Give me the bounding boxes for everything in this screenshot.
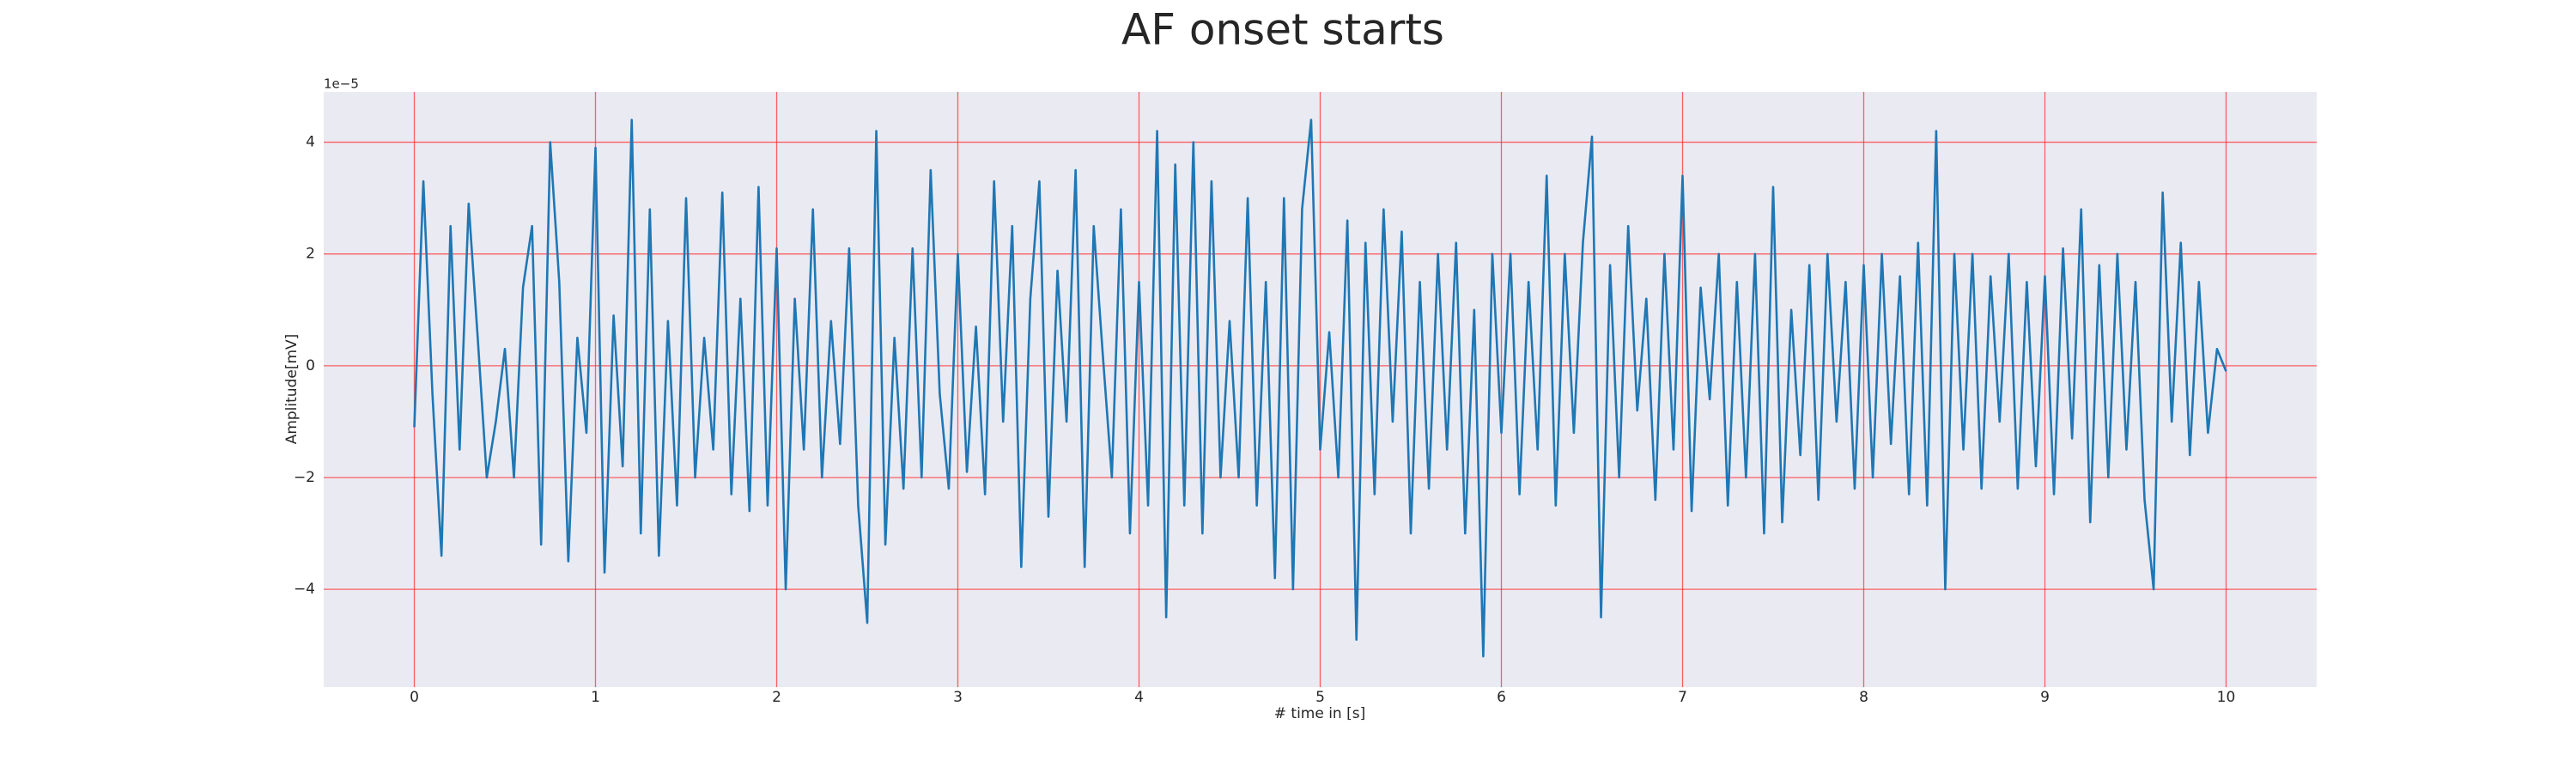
- y-axis-label: Amplitude[mV]: [283, 334, 301, 445]
- x-tick-label: 5: [1315, 689, 1325, 706]
- x-tick-label: 6: [1497, 689, 1506, 706]
- x-axis-label: # time in [s]: [1274, 705, 1365, 722]
- x-tick-label: 10: [2217, 689, 2236, 706]
- x-tick-label: 7: [1678, 689, 1687, 706]
- x-tick-label: 2: [772, 689, 781, 706]
- y-offset-label: 1e−5: [324, 76, 359, 92]
- x-tick-label: 4: [1134, 689, 1144, 706]
- x-tick-label: 1: [591, 689, 600, 706]
- y-tick-label: −4: [294, 581, 315, 598]
- x-tick-label: 8: [1859, 689, 1868, 706]
- y-tick-label: 2: [306, 246, 315, 263]
- signal-line: [413, 119, 2227, 658]
- x-tick-label: 0: [410, 689, 419, 706]
- x-tick-label: 9: [2040, 689, 2050, 706]
- y-tick-label: 4: [306, 134, 315, 151]
- chart-title: AF onset starts: [1121, 5, 1444, 55]
- y-tick-label: 0: [306, 357, 315, 374]
- y-tick-label: −2: [294, 469, 315, 486]
- x-tick-label: 3: [953, 689, 963, 706]
